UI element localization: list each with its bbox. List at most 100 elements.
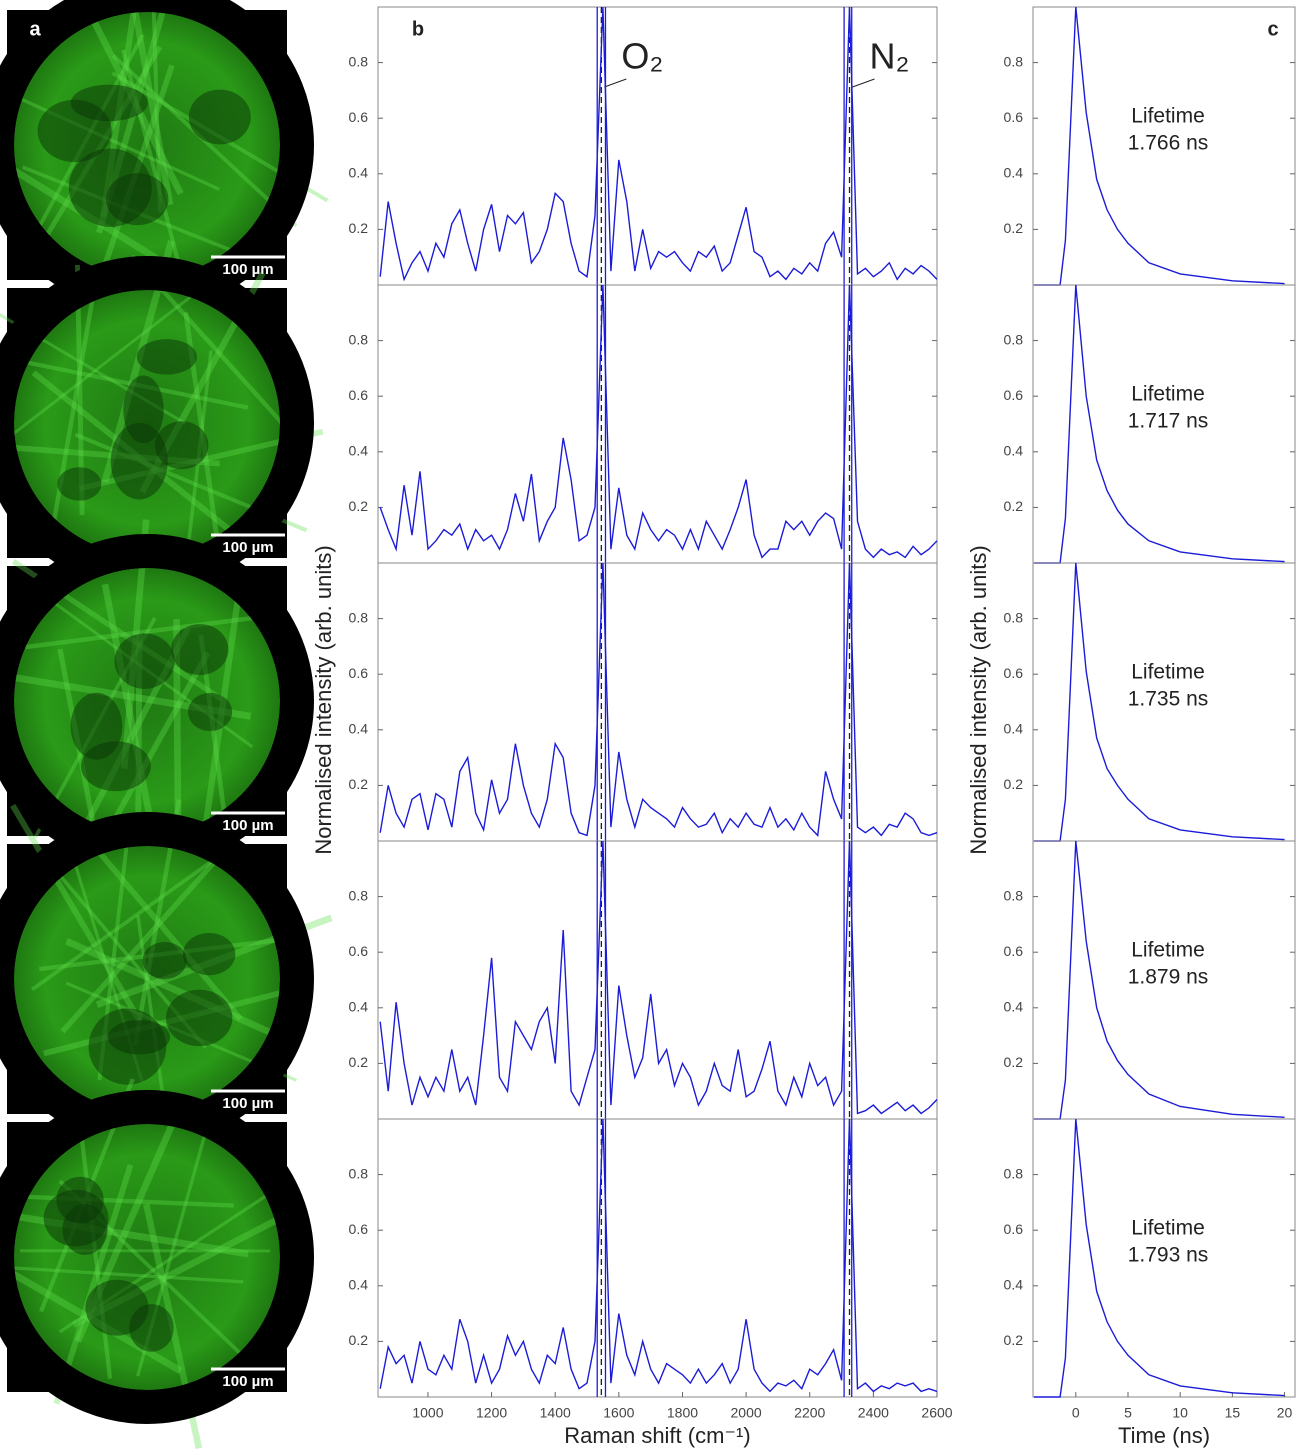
y-tick-label: 0.4 bbox=[349, 1277, 369, 1293]
y-tick-label: 0.8 bbox=[1004, 53, 1024, 69]
y-tick-label: 0.8 bbox=[349, 331, 369, 347]
fluorescence-disc bbox=[14, 846, 280, 1112]
y-tick-label: 0.2 bbox=[1004, 1332, 1024, 1348]
dark-patch bbox=[110, 422, 168, 500]
y-tick-label: 0.8 bbox=[349, 1165, 369, 1181]
fibre bbox=[78, 1130, 113, 1379]
panel-label: a bbox=[29, 18, 41, 40]
dark-patch bbox=[80, 741, 151, 792]
y-tick-label: 0.4 bbox=[1004, 443, 1024, 459]
annotation: 1.717 ns bbox=[1128, 410, 1209, 433]
dark-patch bbox=[155, 421, 209, 470]
annotation: 1.766 ns bbox=[1128, 132, 1209, 155]
fibre bbox=[43, 988, 287, 1057]
y-axis-label: Normalised intensity (arb. units) bbox=[311, 545, 336, 854]
scale-bar-label: 100 µm bbox=[222, 817, 273, 834]
fibre bbox=[53, 1163, 134, 1405]
y-tick-label: 0.6 bbox=[349, 109, 369, 125]
fibre bbox=[2, 355, 249, 410]
x-tick-label: 1000 bbox=[412, 1405, 443, 1421]
annotation: Lifetime bbox=[1131, 105, 1205, 128]
fibre bbox=[0, 1265, 244, 1284]
annotation: 1.735 ns bbox=[1128, 688, 1209, 711]
disc-mask bbox=[0, 1090, 314, 1424]
dark-patch bbox=[68, 148, 152, 227]
dark-patch bbox=[114, 633, 175, 689]
data-line bbox=[1034, 6, 1285, 286]
y-tick-label: 0.6 bbox=[349, 665, 369, 681]
dark-patch bbox=[187, 692, 233, 732]
dark-patch bbox=[62, 1204, 108, 1255]
y-tick-label: 0.2 bbox=[1004, 776, 1024, 792]
fibre bbox=[129, 0, 174, 206]
y-tick-label: 0.8 bbox=[1004, 331, 1024, 347]
x-tick-label: 10 bbox=[1172, 1405, 1188, 1421]
y-tick-label: 0.8 bbox=[1004, 887, 1024, 903]
y-tick-label: 0.2 bbox=[1004, 220, 1024, 236]
fibre bbox=[0, 295, 193, 447]
y-tick-label: 0.6 bbox=[1004, 387, 1024, 403]
data-line bbox=[1034, 562, 1285, 842]
dark-patch bbox=[188, 89, 251, 145]
axes-frame bbox=[377, 1118, 938, 1398]
x-tick-label: 15 bbox=[1225, 1405, 1241, 1421]
annotation: 1.793 ns bbox=[1128, 1244, 1209, 1267]
y-tick-label: 0.2 bbox=[1004, 1054, 1024, 1070]
fibre bbox=[10, 803, 143, 1023]
x-tick-label: 2400 bbox=[858, 1405, 889, 1421]
scale-bar-label: 100 µm bbox=[222, 1095, 273, 1112]
x-tick-label: 2000 bbox=[731, 1405, 762, 1421]
y-axis-label: Normalised intensity (arb. units) bbox=[966, 545, 991, 854]
annotation: 1.879 ns bbox=[1128, 966, 1209, 989]
dark-patch bbox=[70, 84, 148, 122]
y-tick-label: 0.4 bbox=[1004, 165, 1024, 181]
data-line bbox=[379, 6, 938, 282]
fibre bbox=[30, 842, 237, 992]
axes-frame bbox=[1032, 1118, 1296, 1398]
x-tick-label: 1200 bbox=[476, 1405, 507, 1421]
y-tick-label: 0.4 bbox=[349, 443, 369, 459]
y-tick-label: 0.6 bbox=[1004, 943, 1024, 959]
x-tick-label: 2600 bbox=[921, 1405, 952, 1421]
x-tick-label: 1800 bbox=[667, 1405, 698, 1421]
data-line bbox=[379, 562, 938, 837]
annotation: Lifetime bbox=[1131, 661, 1205, 684]
panel-label: c bbox=[1267, 18, 1278, 40]
data-line bbox=[379, 284, 938, 559]
fibre bbox=[24, 613, 274, 650]
dark-patch bbox=[142, 941, 187, 980]
y-tick-label: 0.4 bbox=[1004, 999, 1024, 1015]
x-axis-label: Time (ns) bbox=[1118, 1423, 1210, 1448]
dark-patch bbox=[57, 467, 102, 501]
dark-patch bbox=[107, 1020, 171, 1055]
y-tick-label: 0.2 bbox=[349, 776, 369, 792]
y-tick-label: 0.6 bbox=[1004, 109, 1024, 125]
y-tick-label: 0.2 bbox=[349, 498, 369, 514]
y-tick-label: 0.2 bbox=[349, 220, 369, 236]
x-tick-label: 5 bbox=[1124, 1405, 1132, 1421]
label-leader bbox=[604, 78, 627, 88]
dark-patch bbox=[136, 339, 197, 375]
y-tick-label: 0.4 bbox=[1004, 721, 1024, 737]
fibre bbox=[101, 583, 156, 831]
scale-bar-label: 100 µm bbox=[222, 1373, 273, 1390]
y-tick-label: 0.8 bbox=[349, 609, 369, 625]
y-tick-label: 0.6 bbox=[349, 1221, 369, 1237]
y-tick-label: 0.4 bbox=[349, 165, 369, 181]
axes-frame bbox=[377, 284, 938, 564]
annotation: Lifetime bbox=[1131, 383, 1205, 406]
dark-patch bbox=[171, 624, 229, 675]
annotation: Lifetime bbox=[1131, 1217, 1205, 1240]
dark-patch bbox=[165, 989, 233, 1047]
x-tick-label: 20 bbox=[1277, 1405, 1293, 1421]
panel-label: b bbox=[412, 18, 424, 40]
y-tick-label: 0.2 bbox=[1004, 498, 1024, 514]
y-tick-label: 0.2 bbox=[349, 1332, 369, 1348]
label-leader bbox=[852, 78, 875, 88]
data-line bbox=[1034, 1118, 1285, 1398]
band-label: O₂ bbox=[621, 36, 663, 77]
fibre bbox=[65, 938, 297, 1047]
x-axis-label: Raman shift (cm⁻¹) bbox=[564, 1423, 750, 1448]
y-tick-label: 0.4 bbox=[349, 721, 369, 737]
